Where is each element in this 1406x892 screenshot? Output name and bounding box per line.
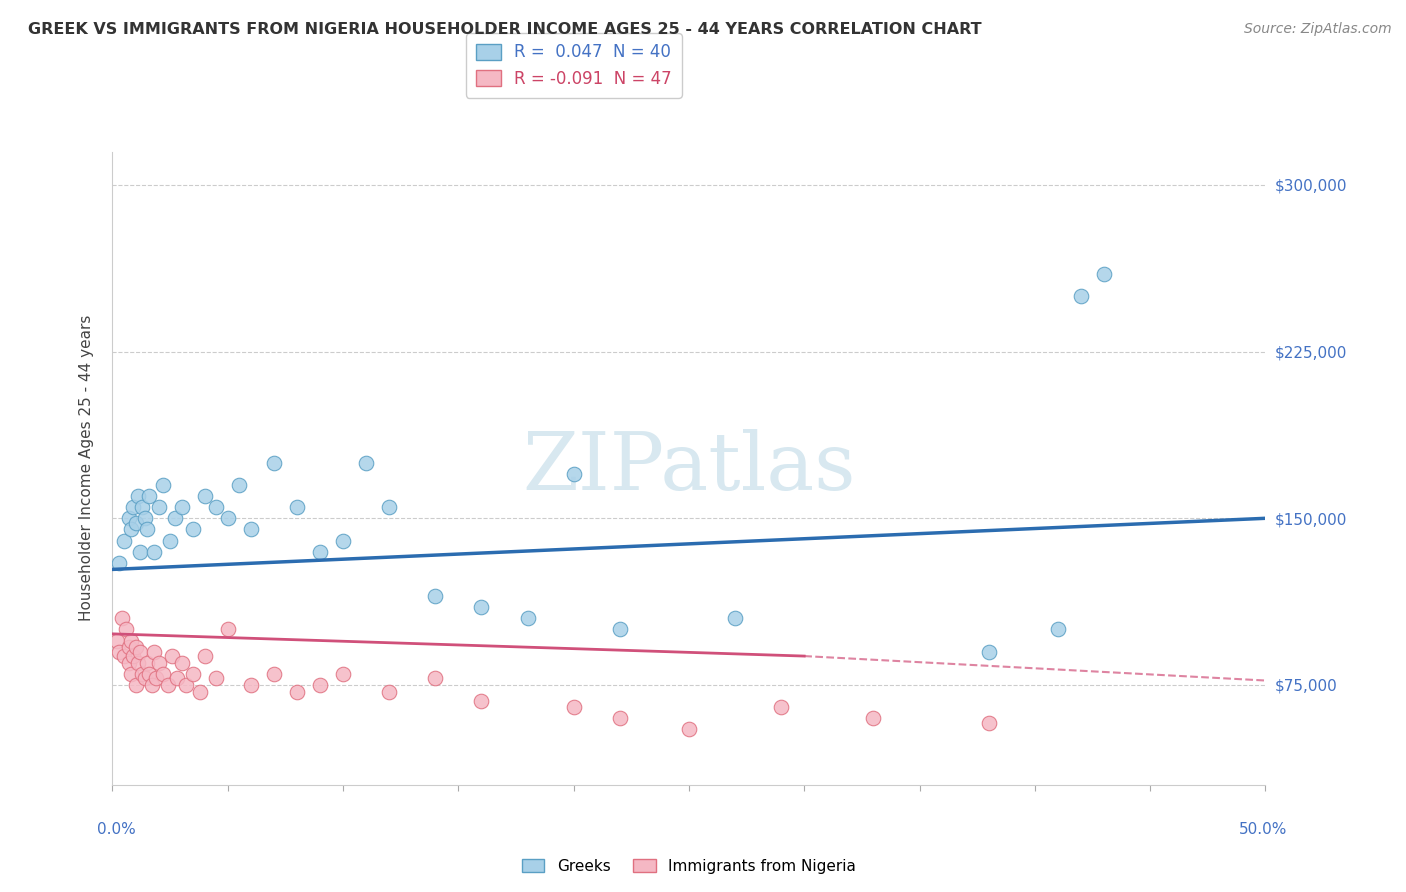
Point [205, 500, 228, 515]
Point [562, 700, 585, 714]
Point [309, 678, 332, 692]
Point [678, 723, 700, 737]
Point [143, 645, 166, 659]
Legend: Greeks, Immigrants from Nigeria: Greeks, Immigrants from Nigeria [516, 853, 862, 880]
Point [134, 671, 156, 685]
Point [724, 611, 747, 625]
Point [285, 684, 308, 698]
Point [609, 623, 631, 637]
Y-axis label: Householder Income Ages 25 - 44 years: Householder Income Ages 25 - 44 years [79, 315, 94, 622]
Point [166, 671, 188, 685]
Point [124, 516, 146, 530]
Point [181, 523, 204, 537]
Point [129, 544, 152, 558]
Point [162, 649, 184, 664]
Point [108, 556, 131, 570]
Point [115, 623, 138, 637]
Point [354, 456, 377, 470]
Point [332, 533, 354, 548]
Point [122, 500, 145, 515]
Point [152, 478, 174, 492]
Point [470, 693, 492, 707]
Text: ZIPatlas: ZIPatlas [522, 429, 856, 508]
Point [378, 500, 401, 515]
Point [205, 671, 228, 685]
Point [127, 489, 149, 503]
Point [129, 645, 152, 659]
Point [156, 678, 179, 692]
Point [148, 500, 170, 515]
Point [470, 600, 492, 615]
Point [152, 666, 174, 681]
Point [228, 478, 250, 492]
Point [562, 467, 585, 481]
Text: 50.0%: 50.0% [1239, 822, 1286, 837]
Point [136, 656, 159, 670]
Point [285, 500, 308, 515]
Point [124, 640, 146, 655]
Point [122, 649, 145, 664]
Point [145, 671, 167, 685]
Point [770, 700, 793, 714]
Point [163, 511, 186, 525]
Point [112, 649, 135, 664]
Legend: R =  0.047  N = 40, R = -0.091  N = 47: R = 0.047 N = 40, R = -0.091 N = 47 [465, 33, 682, 97]
Point [217, 623, 239, 637]
Point [263, 456, 285, 470]
Point [239, 523, 262, 537]
Point [263, 666, 285, 681]
Point [1046, 623, 1069, 637]
Point [127, 656, 149, 670]
Point [120, 523, 142, 537]
Point [159, 533, 181, 548]
Point [131, 666, 153, 681]
Point [174, 678, 197, 692]
Point [131, 500, 153, 515]
Point [134, 511, 156, 525]
Point [170, 656, 193, 670]
Point [332, 666, 354, 681]
Point [609, 711, 631, 725]
Text: Source: ZipAtlas.com: Source: ZipAtlas.com [1244, 22, 1392, 37]
Point [112, 533, 135, 548]
Point [117, 511, 139, 525]
Point [309, 544, 332, 558]
Point [117, 640, 139, 655]
Point [124, 678, 146, 692]
Point [977, 715, 1000, 730]
Point [188, 684, 211, 698]
Point [138, 489, 160, 503]
Point [378, 684, 401, 698]
Point [138, 666, 160, 681]
Point [120, 666, 142, 681]
Point [170, 500, 193, 515]
Point [108, 645, 131, 659]
Point [977, 645, 1000, 659]
Point [217, 511, 239, 525]
Point [120, 633, 142, 648]
Text: 0.0%: 0.0% [97, 822, 136, 837]
Point [425, 671, 447, 685]
Point [1092, 267, 1115, 281]
Point [239, 678, 262, 692]
Point [425, 589, 447, 603]
Point [862, 711, 884, 725]
Point [105, 633, 128, 648]
Point [141, 678, 163, 692]
Point [516, 611, 538, 625]
Point [117, 656, 139, 670]
Point [1070, 289, 1092, 303]
Point [194, 489, 217, 503]
Point [136, 523, 159, 537]
Point [111, 611, 134, 625]
Point [148, 656, 170, 670]
Point [181, 666, 204, 681]
Point [143, 544, 166, 558]
Text: GREEK VS IMMIGRANTS FROM NIGERIA HOUSEHOLDER INCOME AGES 25 - 44 YEARS CORRELATI: GREEK VS IMMIGRANTS FROM NIGERIA HOUSEHO… [28, 22, 981, 37]
Point [194, 649, 217, 664]
